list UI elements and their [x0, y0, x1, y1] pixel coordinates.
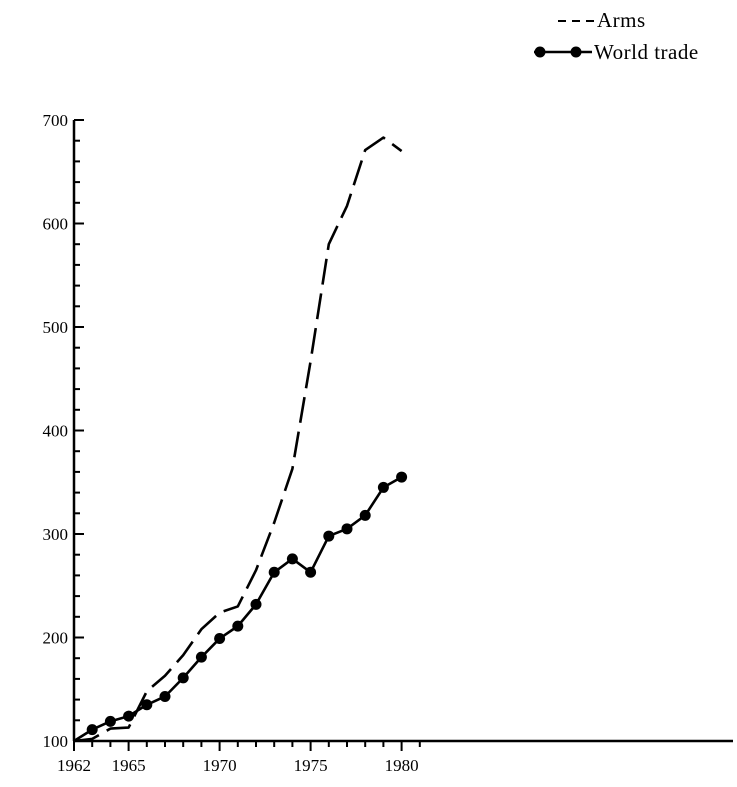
world-trade-point — [86, 724, 98, 736]
world-trade-point — [123, 710, 135, 722]
world-trade-point — [377, 481, 389, 493]
legend-label-world-trade: World trade — [594, 40, 699, 64]
x-tick-label: 1970 — [203, 756, 237, 775]
legend-marker-world-trade — [570, 46, 582, 58]
world-trade-point — [104, 715, 116, 727]
world-trade-point — [232, 620, 244, 632]
y-tick-label: 100 — [43, 732, 69, 751]
world-trade-point — [141, 699, 153, 711]
world-trade-point — [359, 509, 371, 521]
y-tick-label: 200 — [43, 629, 69, 648]
world-trade-point — [341, 523, 353, 535]
y-tick-label: 700 — [43, 111, 69, 130]
x-tick-label: 1962 — [57, 756, 91, 775]
legend-label-arms: Arms — [597, 8, 646, 32]
world-trade-point — [159, 690, 171, 702]
series-line-arms — [73, 136, 403, 743]
world-trade-point — [214, 633, 226, 645]
y-tick-label: 500 — [43, 318, 69, 337]
world-trade-point — [305, 566, 317, 578]
legend-marker-world-trade — [534, 46, 546, 58]
y-tick-label: 600 — [43, 215, 69, 234]
x-tick-label: 1980 — [385, 756, 419, 775]
series-line-world-trade — [73, 475, 403, 743]
plot-area — [73, 136, 408, 743]
chart-axes: 100 200 300 400 500 600 700 1962 1965 1970 1975 198… — [43, 111, 733, 775]
x-tick-label: 1965 — [112, 756, 146, 775]
world-trade-point — [323, 530, 335, 542]
world-trade-point — [396, 471, 408, 483]
x-tick-label: 1975 — [294, 756, 328, 775]
world-trade-point — [177, 672, 189, 684]
world-trade-point — [195, 651, 207, 663]
y-tick-label: 300 — [43, 525, 69, 544]
world-trade-point — [250, 598, 262, 610]
y-tick-label: 400 — [43, 422, 69, 441]
world-trade-point — [268, 566, 280, 578]
world-trade-point — [286, 553, 298, 565]
chart-legend: Arms World trade — [534, 8, 699, 64]
